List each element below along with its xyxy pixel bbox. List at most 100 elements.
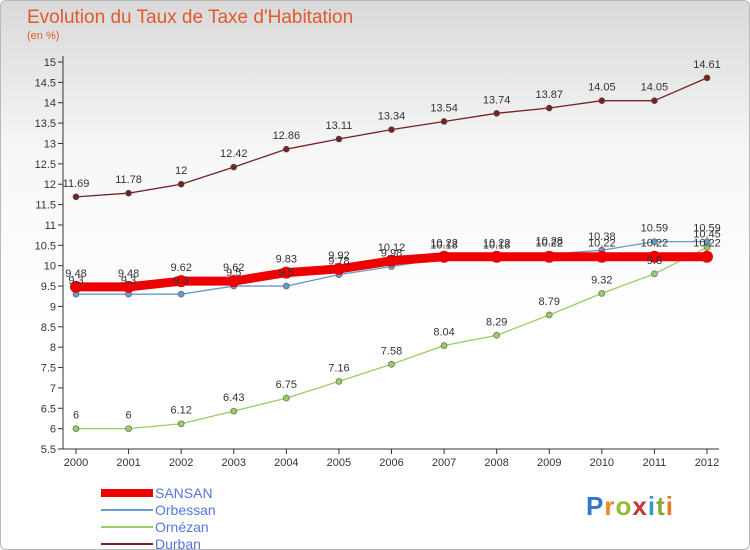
data-label: 10.22 xyxy=(693,238,721,250)
data-point xyxy=(545,311,553,319)
data-label: 13.87 xyxy=(535,89,563,101)
data-point xyxy=(703,238,711,245)
series-line-durban xyxy=(75,77,708,198)
y-tick-label: 5.5 xyxy=(41,444,56,456)
y-tick-label: 12 xyxy=(44,179,56,191)
data-label: 11.78 xyxy=(115,174,142,186)
x-tick-label: 2012 xyxy=(695,457,719,469)
data-point xyxy=(283,394,290,402)
data-point xyxy=(651,270,658,278)
data-point xyxy=(648,250,661,263)
y-tick-label: 8.5 xyxy=(41,322,56,334)
data-point xyxy=(598,97,606,104)
data-point xyxy=(125,425,132,432)
proxiti-logo: Proxiti xyxy=(586,491,674,522)
data-label: 10.59 xyxy=(693,223,721,235)
data-label: 9.3 xyxy=(68,275,83,287)
x-tick-label: 2008 xyxy=(484,457,508,469)
data-point xyxy=(125,189,132,197)
y-tick-label: 13 xyxy=(44,138,56,150)
data-label: 10.38 xyxy=(588,231,616,243)
data-label: 9.62 xyxy=(223,262,244,274)
data-label: 10.18 xyxy=(430,239,458,251)
data-label: 13.54 xyxy=(430,102,458,114)
data-label: 6 xyxy=(73,410,79,422)
y-tick-label: 6 xyxy=(50,424,56,436)
data-label: 8.29 xyxy=(486,316,507,328)
data-label: 10.12 xyxy=(378,242,406,254)
legend-label: SANSAN xyxy=(155,485,213,501)
y-tick-label: 8 xyxy=(50,342,56,354)
data-point xyxy=(175,275,188,288)
data-label: 14.61 xyxy=(693,59,721,71)
legend-label: Orbessan xyxy=(155,502,216,518)
data-label: 10.22 xyxy=(588,238,616,250)
data-point xyxy=(545,104,553,112)
logo-letter: r xyxy=(604,491,616,521)
y-tick-label: 6.5 xyxy=(41,403,56,415)
legend-swatch xyxy=(101,543,153,545)
x-tick-label: 2001 xyxy=(116,457,140,469)
logo-letter: t xyxy=(656,491,666,521)
data-label: 9.3 xyxy=(121,275,136,287)
x-tick-label: 2006 xyxy=(379,457,403,469)
data-label: 8.79 xyxy=(539,296,560,308)
data-label: 6.75 xyxy=(276,379,297,391)
data-label: 7.58 xyxy=(381,345,402,357)
data-label: 9.48 xyxy=(65,268,86,280)
data-label: 9.48 xyxy=(118,268,139,280)
data-point xyxy=(490,250,503,263)
data-point xyxy=(177,180,185,188)
data-point xyxy=(651,238,658,245)
data-point xyxy=(280,266,293,279)
y-tick-label: 13.5 xyxy=(35,118,56,130)
data-label: 6.12 xyxy=(170,405,191,417)
data-label: 9.62 xyxy=(170,262,191,274)
data-point xyxy=(438,250,451,263)
data-label: 12.86 xyxy=(273,130,301,142)
legend-swatch xyxy=(101,489,153,497)
x-tick-label: 2004 xyxy=(274,457,298,469)
legend-swatch xyxy=(101,509,153,511)
data-label: 9.98 xyxy=(381,247,402,259)
y-tick-label: 14 xyxy=(44,98,56,110)
y-tick-label: 9 xyxy=(50,301,56,313)
y-tick-label: 10.5 xyxy=(35,240,56,252)
data-label: 10.22 xyxy=(535,238,563,250)
logo-letter: o xyxy=(615,491,633,521)
data-label: 13.74 xyxy=(483,94,511,106)
x-tick-label: 2007 xyxy=(432,457,456,469)
data-point xyxy=(230,163,238,171)
y-tick-label: 7.5 xyxy=(41,363,56,375)
y-tick-label: 10 xyxy=(44,261,56,273)
logo-letter: i xyxy=(647,491,657,521)
data-label: 9.78 xyxy=(328,256,349,268)
data-label: 9.8 xyxy=(647,255,662,267)
data-label: 10.18 xyxy=(483,239,511,251)
data-point xyxy=(493,110,500,117)
data-label: 10.59 xyxy=(641,223,669,235)
y-tick-label: 11.5 xyxy=(35,200,56,212)
data-point xyxy=(543,250,556,263)
data-label: 10.22 xyxy=(641,238,669,250)
data-label: 10.22 xyxy=(430,238,458,250)
x-tick-label: 2010 xyxy=(590,457,614,469)
y-tick-label: 9.5 xyxy=(41,281,56,293)
data-point xyxy=(177,420,185,428)
data-point xyxy=(70,280,82,293)
x-tick-label: 2005 xyxy=(327,457,351,469)
data-point xyxy=(335,378,343,385)
data-point xyxy=(332,262,345,275)
y-tick-label: 12.5 xyxy=(35,159,56,171)
data-point xyxy=(177,290,185,298)
chart-title: Evolution du Taux de Taxe d'Habitation xyxy=(27,7,354,28)
data-label: 12.42 xyxy=(220,148,248,160)
data-point xyxy=(703,74,711,82)
data-point xyxy=(122,280,135,293)
legend-label: Durban xyxy=(155,536,201,550)
y-tick-label: 11 xyxy=(45,220,56,232)
data-point xyxy=(72,193,80,201)
data-label: 8.04 xyxy=(433,327,454,339)
